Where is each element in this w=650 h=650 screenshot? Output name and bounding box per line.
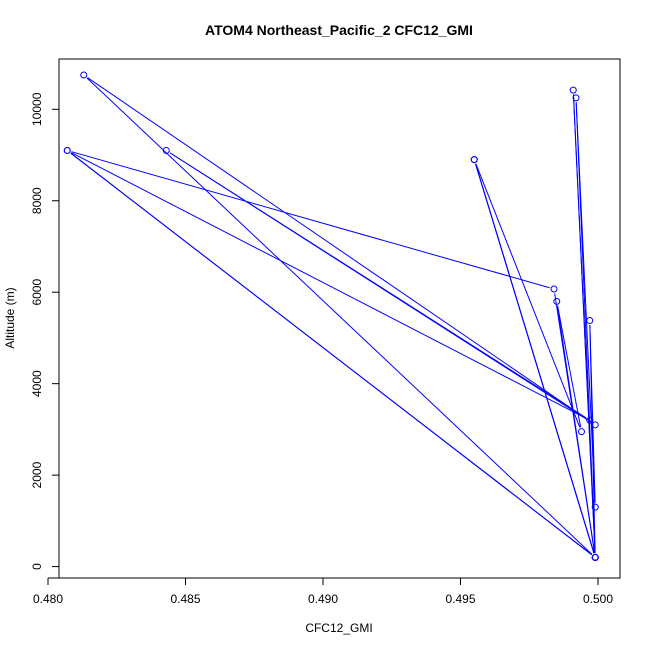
series-layer xyxy=(63,71,599,561)
y-tick-label: 2000 xyxy=(30,461,44,488)
y-tick-label: 0 xyxy=(30,563,44,570)
data-point xyxy=(578,428,585,436)
x-tick-label: 0.490 xyxy=(308,592,338,606)
plot-frame xyxy=(58,58,621,579)
series-line-segment xyxy=(475,163,581,428)
x-axis: 0.480 0.485 0.490 0.495 0.500 xyxy=(33,577,613,606)
series-line-segment xyxy=(71,151,550,289)
data-point xyxy=(63,146,71,154)
data-point xyxy=(569,86,577,94)
data-point xyxy=(80,71,88,79)
x-tick-label: 0.480 xyxy=(33,592,63,606)
series-line-segment xyxy=(87,77,592,423)
series-line-segment xyxy=(70,152,592,556)
series-line-segment xyxy=(554,293,596,554)
y-tick-label: 10000 xyxy=(30,92,44,126)
y-axis-label: Altitude (m) xyxy=(3,287,17,348)
series-line-segment xyxy=(575,102,596,503)
chart-title: ATOM4 Northeast_Pacific_2 CFC12_GMI xyxy=(205,22,473,38)
y-tick-label: 6000 xyxy=(30,279,44,306)
y-axis: 0 2000 4000 6000 8000 10000 xyxy=(30,92,60,570)
series-line-segment xyxy=(169,152,587,419)
data-point xyxy=(162,146,170,154)
data-point xyxy=(586,416,594,424)
data-point xyxy=(572,94,580,102)
y-tick-label: 8000 xyxy=(30,187,44,214)
data-point xyxy=(591,421,599,429)
x-tick-label: 0.500 xyxy=(583,592,613,606)
x-tick-label: 0.495 xyxy=(445,592,475,606)
series-line-segment xyxy=(86,77,593,555)
data-point xyxy=(550,285,558,293)
y-tick-label: 4000 xyxy=(30,370,44,397)
data-point xyxy=(591,553,599,561)
series-line-segment xyxy=(557,305,582,428)
x-axis-label: CFC12_GMI xyxy=(305,621,372,635)
series-line-segment xyxy=(71,152,586,419)
x-tick-label: 0.485 xyxy=(170,592,200,606)
data-point xyxy=(470,156,478,164)
data-point xyxy=(586,317,594,325)
data-point xyxy=(591,503,599,511)
series-line-segment xyxy=(475,163,595,554)
series-line-segment xyxy=(589,325,596,553)
data-point xyxy=(553,297,561,305)
